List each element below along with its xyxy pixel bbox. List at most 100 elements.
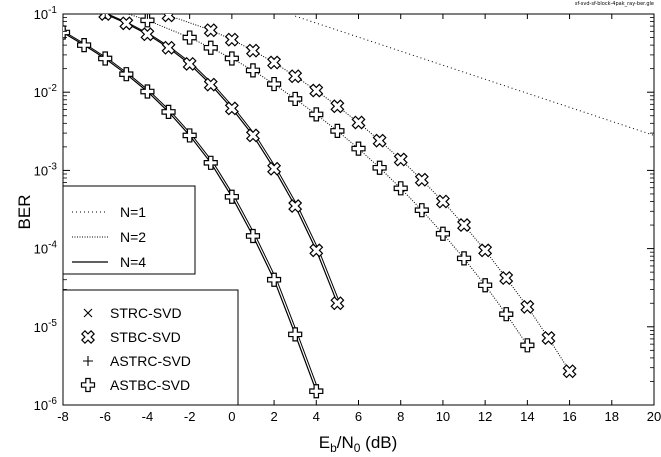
legend-marker-plusbold bbox=[80, 377, 96, 393]
data-point-2-10 bbox=[351, 141, 366, 156]
x-tick-label: 2 bbox=[270, 409, 277, 424]
data-point-4-10 bbox=[266, 272, 282, 287]
data-point-2-1 bbox=[140, 14, 155, 28]
data-point-3-6 bbox=[203, 77, 218, 92]
data-point-2-7 bbox=[288, 91, 303, 107]
y-axis-label: BER bbox=[15, 195, 34, 230]
legend-label-stbc: STBC-SVD bbox=[110, 329, 181, 345]
x-tick-label: 8 bbox=[397, 409, 404, 424]
legend-label-strc: STRC-SVD bbox=[110, 305, 182, 321]
x-tick-label: 14 bbox=[520, 409, 534, 424]
x-tick-label: -2 bbox=[184, 409, 196, 424]
data-point-4-12 bbox=[309, 384, 324, 399]
y-tick-label: 10-3 bbox=[34, 161, 58, 178]
data-point-3-2 bbox=[119, 16, 134, 31]
data-point-1-17 bbox=[520, 299, 535, 314]
data-point-1-2 bbox=[203, 23, 218, 38]
data-point-4-8 bbox=[224, 189, 239, 204]
data-point-3-12 bbox=[330, 296, 345, 311]
data-point-2-4 bbox=[224, 51, 239, 66]
data-point-1-3 bbox=[224, 32, 239, 47]
y-tick-label: 10-5 bbox=[34, 318, 58, 335]
data-point-4-1 bbox=[77, 38, 92, 53]
legend-label-astrc: ASTRC-SVD bbox=[110, 353, 191, 369]
data-point-4-3 bbox=[119, 67, 134, 82]
data-point-2-13 bbox=[414, 203, 429, 218]
data-point-2-9 bbox=[330, 123, 345, 138]
figure-filename: sf-svd-sf-block-4pak_ray-ber.gle bbox=[575, 1, 654, 7]
data-point-1-0 bbox=[117, 0, 135, 12]
x-tick-label: 10 bbox=[436, 409, 450, 424]
data-point-1-16 bbox=[499, 271, 514, 286]
legend-marker-xbold bbox=[80, 329, 96, 345]
data-point-3-11 bbox=[309, 243, 324, 258]
legend-label-n4: N=4 bbox=[120, 254, 146, 270]
data-point-1-15 bbox=[478, 243, 493, 258]
data-point-1-11 bbox=[393, 152, 408, 167]
legend-line-styles: N=1 N=2 N=4 bbox=[62, 185, 196, 275]
data-point-1-14 bbox=[457, 218, 472, 233]
x-axis-label: Eb/N0 (dB) bbox=[319, 433, 398, 455]
x-tick-label: 4 bbox=[313, 409, 320, 424]
data-point-1-7 bbox=[309, 83, 324, 98]
data-point-1-12 bbox=[414, 172, 429, 187]
data-point-4-9 bbox=[245, 228, 261, 244]
data-point-4-2 bbox=[98, 51, 113, 66]
data-point-3-7 bbox=[224, 101, 239, 116]
data-point-2-3 bbox=[203, 40, 218, 55]
y-tick-label: 10-1 bbox=[34, 5, 58, 22]
y-tick-label: 10-2 bbox=[34, 83, 58, 100]
data-point-2-17 bbox=[499, 307, 514, 322]
y-tick-label: 10-4 bbox=[34, 240, 58, 257]
data-point-3-5 bbox=[182, 56, 197, 71]
x-tick-label: 16 bbox=[562, 409, 576, 424]
legend-markers: STRC-SVD STBC-SVD ASTRC-SVD ASTBC-SVD bbox=[62, 289, 239, 406]
data-point-2-15 bbox=[456, 251, 472, 266]
x-tick-label: 20 bbox=[647, 409, 661, 424]
data-point-2-14 bbox=[435, 226, 451, 241]
x-tick-label: 12 bbox=[478, 409, 492, 424]
x-tick-label: -6 bbox=[99, 409, 111, 424]
x-tick-label: 6 bbox=[355, 409, 362, 424]
data-point-1-18 bbox=[541, 330, 556, 345]
data-point-4-5 bbox=[161, 104, 176, 119]
legend-marker-x bbox=[83, 308, 93, 318]
data-point-1-13 bbox=[435, 194, 450, 209]
data-point-4-0 bbox=[63, 25, 71, 40]
legend-label-astbc: ASTBC-SVD bbox=[110, 377, 190, 393]
data-point-3-8 bbox=[245, 128, 260, 143]
data-point-2-12 bbox=[393, 181, 408, 196]
data-point-2-6 bbox=[266, 76, 282, 92]
x-tick-label: -4 bbox=[142, 409, 154, 424]
data-point-1-19 bbox=[562, 364, 577, 379]
data-point-1-5 bbox=[267, 55, 282, 70]
data-point-1-6 bbox=[288, 69, 303, 84]
data-point-1-10 bbox=[372, 133, 387, 148]
data-point-2-5 bbox=[245, 63, 261, 78]
legend-label-n2: N=2 bbox=[120, 229, 146, 245]
data-point-4-11 bbox=[288, 327, 303, 342]
data-point-2-8 bbox=[309, 107, 324, 122]
data-point-3-4 bbox=[161, 40, 176, 55]
data-point-2-11 bbox=[372, 160, 387, 175]
data-point-1-9 bbox=[351, 115, 366, 130]
data-point-3-9 bbox=[267, 161, 282, 176]
data-point-2-0 bbox=[99, 0, 112, 13]
data-point-1-1 bbox=[161, 14, 176, 23]
data-point-2-16 bbox=[478, 278, 493, 293]
data-point-2-2 bbox=[182, 30, 197, 45]
y-tick-label: 10-6 bbox=[34, 396, 58, 413]
data-point-1-8 bbox=[330, 99, 345, 114]
data-point-1-4 bbox=[245, 43, 260, 58]
data-point-2-18 bbox=[520, 338, 535, 353]
data-point-3-1 bbox=[98, 14, 113, 22]
series-layer bbox=[63, 0, 654, 399]
data-point-3-3 bbox=[140, 27, 155, 42]
x-tick-label: 0 bbox=[228, 409, 235, 424]
data-point-4-6 bbox=[182, 128, 197, 143]
data-point-3-0 bbox=[75, 0, 93, 14]
data-point-3-10 bbox=[288, 199, 303, 214]
x-tick-label: 18 bbox=[605, 409, 619, 424]
legend-label-n1: N=1 bbox=[120, 204, 146, 220]
